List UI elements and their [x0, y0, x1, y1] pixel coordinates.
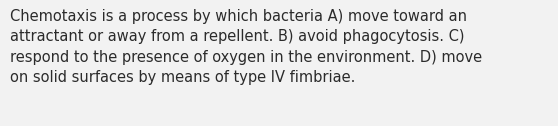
Text: Chemotaxis is a process by which bacteria A) move toward an
attractant or away f: Chemotaxis is a process by which bacteri…: [10, 9, 482, 85]
